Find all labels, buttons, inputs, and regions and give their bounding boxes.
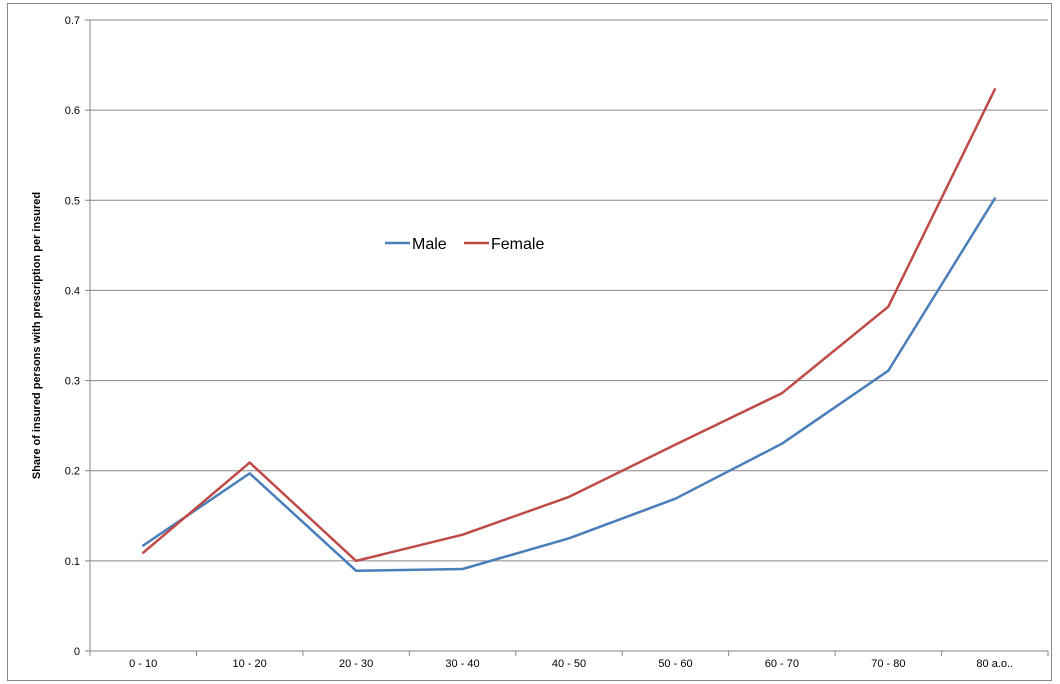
series-line-female <box>141 88 997 563</box>
series-lines <box>141 88 997 573</box>
y-tick-label: 0.6 <box>65 105 80 117</box>
data-point-male <box>887 370 889 372</box>
data-point-female <box>142 552 144 554</box>
data-point-female <box>249 462 251 464</box>
y-tick-label: 0 <box>74 646 80 658</box>
data-point-male <box>462 568 464 570</box>
data-point-male <box>568 537 570 539</box>
y-tick-label: 0.2 <box>65 466 80 478</box>
chart-area <box>7 3 1052 681</box>
data-point-female <box>994 88 996 90</box>
data-point-female <box>355 560 357 562</box>
y-axis-title: Share of insured persons with prescripti… <box>31 192 43 479</box>
data-point-female <box>462 534 464 536</box>
data-point-male <box>994 197 996 199</box>
y-tick-labels: 0 0.1 0.2 0.3 0.4 0.5 0.6 0.7 <box>65 15 80 658</box>
data-point-male <box>781 443 783 445</box>
axes <box>85 19 1049 656</box>
x-tick-label: 20 - 30 <box>339 658 373 670</box>
data-point-female <box>887 306 889 308</box>
legend-label-female: Female <box>491 236 544 253</box>
series-line-male <box>141 197 997 573</box>
legend: Male Female <box>385 236 544 253</box>
data-point-male <box>142 545 144 547</box>
x-tick-label: 0 - 10 <box>129 658 157 670</box>
legend-label-male: Male <box>412 236 447 253</box>
x-tick-label: 50 - 60 <box>658 658 692 670</box>
gridlines <box>90 19 1048 562</box>
data-point-female <box>568 496 570 498</box>
y-tick-label: 0.5 <box>65 195 80 207</box>
y-tick-label: 0.1 <box>65 556 80 568</box>
y-tick-label: 0.4 <box>65 285 80 297</box>
x-tick-label: 10 - 20 <box>233 658 267 670</box>
x-tick-label: 30 - 40 <box>445 658 479 670</box>
y-tick-label: 0.3 <box>65 376 80 388</box>
x-tick-label: 60 - 70 <box>765 658 799 670</box>
x-tick-labels: 0 - 10 10 - 20 20 - 30 30 - 40 40 - 50 50 - 6… <box>129 658 1013 670</box>
data-point-female <box>781 392 783 394</box>
x-tick-label: 70 - 80 <box>871 658 905 670</box>
data-point-male <box>674 498 676 500</box>
data-point-male <box>249 472 251 474</box>
x-tick-label: 80 a.o.. <box>976 658 1013 670</box>
x-tick-label: 40 - 50 <box>552 658 586 670</box>
y-tick-label: 0.7 <box>65 15 80 27</box>
data-point-male <box>355 570 357 572</box>
data-point-female <box>674 444 676 446</box>
